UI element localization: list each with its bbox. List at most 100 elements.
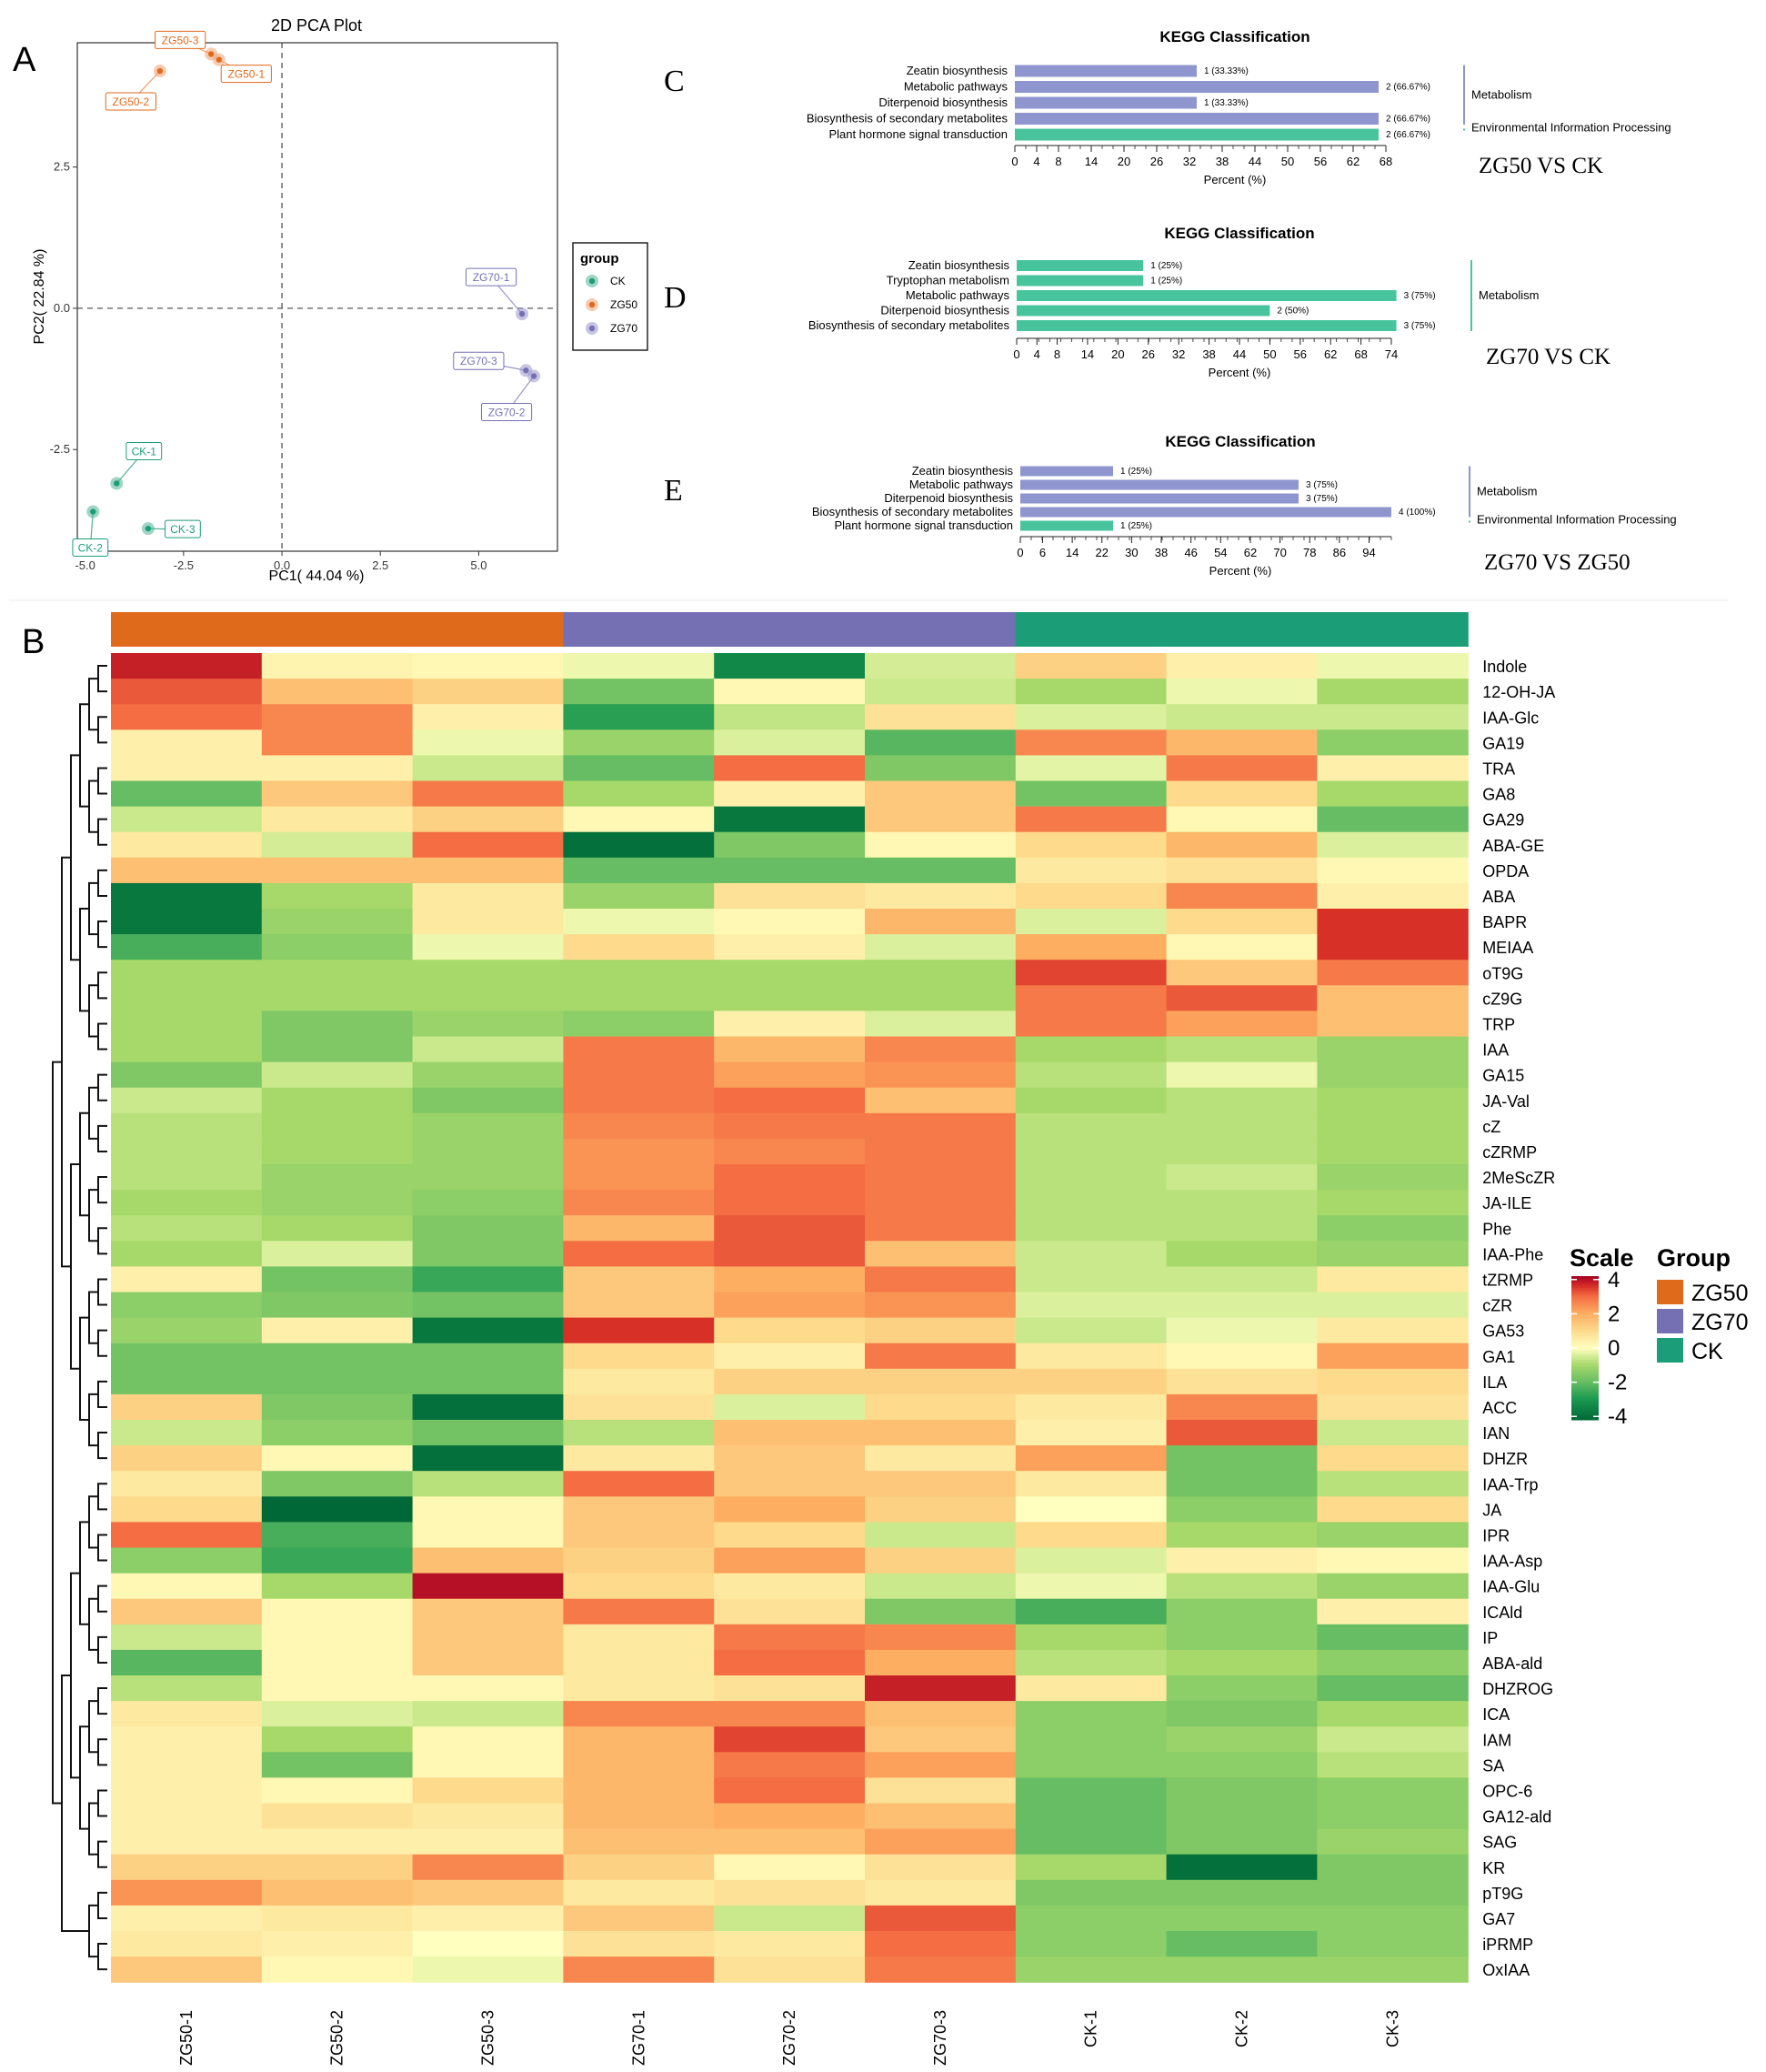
heatmap-row-label-ga12-ald: GA12-ald [1482, 1808, 1551, 1826]
heatmap-cell-sa-zg50-2 [261, 1752, 414, 1778]
scale-bar-segment [1571, 1309, 1599, 1313]
dendrogram-branch [70, 1572, 80, 1779]
heatmap-cell-dhzrog-ck-1 [1015, 1675, 1168, 1702]
heatmap-cell-ica-zg50-2 [261, 1701, 414, 1727]
heatmap-cell-ian-zg50-1 [111, 1420, 263, 1446]
heatmap-cell-iprmp-zg50-3 [412, 1931, 564, 1957]
scale-bar-segment [1571, 1353, 1599, 1356]
kegg-e-category-label: Zeatin biosynthesis [912, 464, 1014, 478]
heatmap-row-label-tra: TRA [1482, 759, 1515, 778]
heatmap-cell-aba-ge-zg50-3 [412, 831, 564, 859]
heatmap-cell-oxiaa-zg50-1 [111, 1956, 263, 1983]
group-bar-ck-2 [1166, 612, 1318, 647]
heatmap-cell-iprmp-zg50-1 [111, 1931, 263, 1957]
kegg-d-value-label: 1 (25%) [1150, 261, 1182, 271]
dendrogram-branch [97, 1943, 107, 1971]
heatmap-cell-ja-zg70-1 [563, 1496, 715, 1523]
heatmap-cell-iaa-trp-zg70-2 [714, 1471, 866, 1497]
heatmap-cell-aba-ge-zg70-1 [563, 831, 715, 859]
kegg-e-category-label: Diterpenoid biosynthesis [884, 491, 1013, 505]
heatmap-cell-czrmp-ck-3 [1317, 1138, 1469, 1165]
heatmap-row-label-iaa-glu: IAA-Glu [1482, 1578, 1540, 1596]
kegg-d-bar-metabolic-pathways [1017, 290, 1397, 301]
heatmap-cell-ipr-zg70-1 [563, 1522, 715, 1549]
heatmap-row-labels: Indole 12-OH-JA IAA-Glc GA19 TRA GA8 GA29 ABA-G… [1482, 658, 1555, 1979]
heatmap-cell-iaa-glu-ck-3 [1317, 1573, 1469, 1600]
heatmap-cell-ian-ck-1 [1015, 1420, 1168, 1446]
group-bar-zg70-1 [563, 612, 715, 647]
heatmap-cell-kr-zg50-3 [412, 1854, 564, 1881]
scale-tick-label: 2 [1608, 1302, 1620, 1326]
heatmap-cell-icald-ck-2 [1166, 1598, 1318, 1625]
heatmap-cell-ga8-zg70-3 [865, 780, 1017, 808]
kegg-panel-e: KEGG Classification Zeatin biosynthesis 1 … [812, 433, 1677, 578]
scale-bar-segment [1571, 1322, 1599, 1325]
heatmap-cell-ian-zg70-3 [865, 1420, 1017, 1446]
heatmap-cell-ga29-zg50-1 [111, 806, 263, 833]
scale-bar-segment [1571, 1364, 1599, 1368]
heatmap-cell-tzrmp-ck-2 [1166, 1266, 1318, 1293]
dendrogram-branch [97, 1483, 107, 1511]
heatmap-cell-aba-ald-zg50-2 [261, 1649, 414, 1676]
kegg-e-value-label: 1 (25%) [1120, 521, 1152, 531]
kegg-c-bar-diterpenoid-biosynthesis [1015, 96, 1197, 109]
heatmap-cell-ica-ck-1 [1015, 1701, 1168, 1727]
dendrogram-branch [97, 1176, 107, 1204]
heatmap-cell-iaa-asp-zg70-3 [865, 1547, 1017, 1574]
heatmap-cell-ila-ck-2 [1166, 1368, 1318, 1395]
kegg-e-class-label: Environmental Information Processing [1477, 513, 1677, 527]
dendrogram-branch [70, 754, 80, 961]
kegg-e-x-tick-label: 94 [1362, 546, 1375, 559]
heatmap-cell-tra-zg50-2 [261, 755, 414, 782]
kegg-e-value-label: 1 (25%) [1120, 467, 1152, 477]
heatmap-cell-iam-ck-2 [1166, 1726, 1318, 1753]
heatmap-cell-12-oh-ja-zg50-3 [412, 679, 564, 705]
heatmap-cell-iaa-zg50-3 [412, 1036, 564, 1063]
heatmap-cell-ja-zg50-3 [412, 1496, 564, 1523]
heatmap-cell-iaa-zg50-2 [261, 1036, 414, 1063]
heatmap-cell-opc-6-zg70-2 [714, 1777, 866, 1805]
scale-bar-segment [1571, 1381, 1599, 1384]
heatmap-cell-acc-ck-1 [1015, 1393, 1168, 1421]
heatmap-cell-sa-ck-1 [1015, 1752, 1168, 1778]
heatmap-row-label-iaa-asp: IAA-Asp [1482, 1553, 1542, 1571]
heatmap-cell-ga19-ck-2 [1166, 729, 1318, 756]
kegg-d-comparison-label: ZG70 VS CK [1486, 345, 1610, 369]
pca-y-tick-label: 0.0 [54, 301, 70, 315]
heatmap-cell-iaa-trp-zg50-2 [261, 1471, 414, 1497]
heatmap-cell-ga19-zg70-2 [714, 729, 866, 756]
heatmap-row-label-iaa-glc: IAA-Glc [1482, 709, 1539, 727]
kegg-c-bar-metabolic-pathways [1015, 81, 1380, 93]
heatmap-cell-iaa-zg70-2 [714, 1036, 866, 1063]
heatmap-cell-ga53-zg50-1 [111, 1317, 263, 1344]
kegg-c-category-label: Metabolic pathways [904, 80, 1008, 94]
heatmap-cell-pt9g-ck-3 [1317, 1879, 1469, 1906]
heatmap-cell-opda-zg50-2 [261, 857, 414, 884]
heatmap-cell-iaa-zg50-1 [111, 1036, 263, 1063]
dendrogram-branch [88, 780, 98, 833]
heatmap-cell-aba-zg70-1 [563, 882, 715, 910]
heatmap-cell-aba-ge-zg70-2 [714, 831, 866, 859]
heatmap-cell-opda-zg70-3 [865, 857, 1017, 884]
heatmap-row-label-iaa-phe: IAA-Phe [1482, 1245, 1543, 1263]
scale-bar-segment [1571, 1307, 1599, 1311]
heatmap-cell-bapr-zg70-3 [865, 909, 1017, 935]
heatmap-cell-iaa-trp-zg70-1 [563, 1471, 715, 1497]
heatmap-cell-cz-zg50-2 [261, 1112, 414, 1140]
heatmap-legend: Scale Group 4 2 0 -2 -4 ZG50 ZG70 CK [1570, 1244, 1749, 1429]
heatmap-row-label-aba: ABA [1482, 888, 1515, 906]
heatmap-cell-iaa-trp-ck-3 [1317, 1471, 1469, 1497]
scale-bar-segment [1571, 1316, 1599, 1320]
heatmap-cell-tzrmp-zg70-2 [714, 1266, 866, 1293]
heatmap-cell-iaa-glu-zg70-2 [714, 1573, 866, 1600]
heatmap-cell-phe-zg70-3 [865, 1215, 1017, 1242]
heatmap-cell-aba-ald-zg70-1 [563, 1649, 715, 1676]
pca-x-label: PC1( 44.04 %) [269, 568, 365, 584]
pca-point-zg70-1 [518, 310, 526, 317]
heatmap-cell-ga1-zg70-3 [865, 1343, 1017, 1370]
heatmap-cell-ila-zg70-3 [865, 1368, 1017, 1395]
heatmap-cell-aba-zg50-3 [412, 882, 564, 910]
kegg-e-x-tick-label: 86 [1333, 546, 1346, 559]
heatmap-cell-12-oh-ja-ck-1 [1015, 679, 1168, 705]
heatmap-cell-ga8-ck-3 [1317, 780, 1469, 808]
